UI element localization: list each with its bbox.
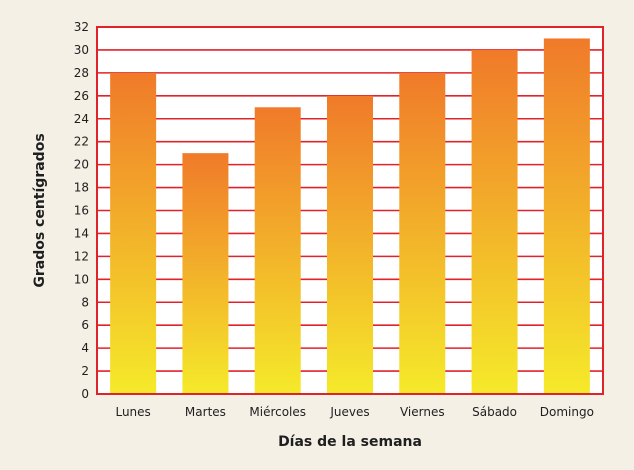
y-tick-label: 2 bbox=[81, 364, 89, 378]
x-tick-label: Lunes bbox=[115, 405, 150, 419]
y-tick-label: 30 bbox=[74, 43, 89, 57]
x-axis-labels: Lunes Martes Miércoles Jueves Viernes Sábado D… bbox=[115, 405, 593, 419]
y-tick-label: 6 bbox=[81, 318, 89, 332]
y-tick-label: 14 bbox=[74, 226, 89, 240]
bar-viernes bbox=[399, 72, 446, 394]
bar-jueves bbox=[327, 95, 373, 394]
y-tick-label: 32 bbox=[74, 20, 89, 34]
x-tick-label: Jueves bbox=[329, 405, 369, 419]
y-tick-label: 22 bbox=[74, 135, 89, 149]
y-axis-title: Grados centígrados bbox=[32, 133, 48, 287]
bar-miércoles bbox=[254, 107, 301, 394]
x-tick-label: Miércoles bbox=[249, 405, 306, 419]
bar-domingo bbox=[543, 38, 590, 394]
bar-sábado bbox=[471, 49, 518, 394]
y-tick-label: 10 bbox=[74, 272, 89, 286]
bar-lunes bbox=[110, 72, 157, 394]
y-tick-label: 0 bbox=[81, 387, 89, 401]
y-tick-label: 24 bbox=[74, 112, 89, 126]
x-tick-label: Domingo bbox=[540, 405, 594, 419]
x-tick-label: Viernes bbox=[400, 405, 445, 419]
y-tick-label: 12 bbox=[74, 249, 89, 263]
y-tick-label: 8 bbox=[81, 295, 89, 309]
y-tick-label: 20 bbox=[74, 158, 89, 172]
bars bbox=[110, 38, 590, 394]
y-tick-label: 28 bbox=[74, 66, 89, 80]
x-axis-title: Días de la semana bbox=[278, 434, 422, 450]
bar-martes bbox=[182, 153, 229, 394]
x-tick-label: Martes bbox=[185, 405, 226, 419]
plot-frame bbox=[96, 26, 604, 395]
x-tick-label: Sábado bbox=[472, 405, 517, 419]
y-tick-label: 18 bbox=[74, 181, 89, 195]
y-tick-label: 4 bbox=[81, 341, 89, 355]
y-tick-label: 26 bbox=[74, 89, 89, 103]
y-tick-label: 16 bbox=[74, 204, 89, 218]
